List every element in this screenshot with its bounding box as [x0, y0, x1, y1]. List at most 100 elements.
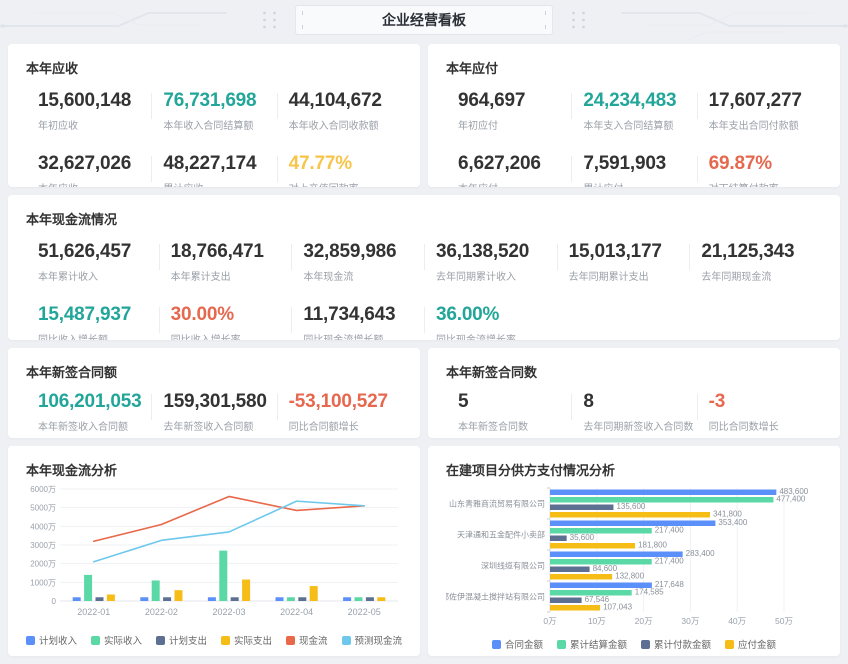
legend-item[interactable]: 计划收入: [26, 633, 77, 647]
svg-text:217,400: 217,400: [655, 557, 684, 566]
stat-value: 48,227,174: [163, 153, 257, 174]
stat-value: 159,301,580: [163, 391, 267, 412]
circuit-decoration-left: [0, 11, 276, 29]
legend-item[interactable]: 累计结算金额: [556, 637, 627, 651]
chart-title: 在建项目分供方支付情况分析: [446, 463, 616, 478]
stat-label: 本年新签收入合同额: [38, 422, 128, 433]
stat-value: 36,138,520: [436, 241, 530, 262]
svg-text:2022-04: 2022-04: [280, 607, 313, 617]
stat-value: 32,859,986: [303, 241, 397, 262]
svg-text:0: 0: [52, 597, 57, 606]
legend-swatch: [156, 635, 165, 645]
stat-value: 36.00%: [436, 304, 500, 325]
stat: 106,201,053 本年新签收入合同额: [26, 391, 151, 433]
svg-text:0万: 0万: [543, 616, 556, 626]
stat-label: 年初应付: [458, 121, 498, 132]
stat: 44,104,672 本年收入合同收款额: [276, 90, 402, 132]
legend-label: 应付金额: [738, 640, 777, 651]
stat: 964,697 年初应付: [446, 90, 571, 132]
dashboard-title-box: 企业经营看板: [295, 5, 553, 35]
stat-label: 本年支入合同结算额: [583, 121, 674, 132]
svg-text:40万: 40万: [728, 616, 746, 626]
legend-swatch: [491, 639, 501, 649]
svg-text:2022-03: 2022-03: [212, 607, 245, 617]
stat: 15,013,177 去年同期累计支出: [556, 241, 690, 283]
stat: 76,731,698 本年收入合同结算额: [151, 90, 276, 132]
legend-swatch: [725, 639, 735, 649]
stat-value: 5: [458, 391, 469, 412]
title-box-tick-right: [545, 11, 546, 29]
stat-label: 本年收入合同收款额: [288, 121, 379, 132]
stat: 36.00% 同比现金流增长率: [424, 304, 557, 340]
legend-item[interactable]: 计划支出: [156, 633, 207, 647]
svg-text:2022-01: 2022-01: [77, 607, 110, 617]
stat-value: 32,627,026: [38, 153, 132, 174]
svg-text:84,600: 84,600: [593, 564, 618, 573]
stat: 5 本年新签合同数: [446, 391, 571, 433]
card-payable: 本年应付 964,697 年初应付 24,234,483 本年支入合同结算额 17,60…: [428, 44, 840, 187]
svg-text:山东青雅商流贸易有限公司: 山东青雅商流贸易有限公司: [449, 499, 545, 509]
card-title: 本年新签合同额: [26, 365, 118, 380]
contract-count-stats: 5 本年新签合同数 8 去年同期新签收入合同数 -3 同比合同数增长: [446, 391, 822, 433]
stat: 30.00% 同比收入增长率: [158, 304, 292, 340]
stat-label: 去年同期新签收入合同数: [583, 422, 694, 433]
legend-swatch: [91, 635, 100, 645]
stat: 32,859,986 本年现金流: [291, 241, 424, 283]
stat-label: 对下结算付款率: [709, 180, 822, 187]
stat-label: 同比合同额增长: [288, 422, 359, 433]
svg-text:深圳线缆有限公司: 深圳线缆有限公司: [481, 561, 545, 571]
stat-label: 本年应收: [38, 180, 151, 187]
svg-text:217,400: 217,400: [655, 526, 684, 535]
stat-label: 同比收入增长额: [38, 331, 159, 340]
svg-text:5000万: 5000万: [30, 504, 56, 513]
svg-text:20万: 20万: [635, 616, 653, 626]
card-cashflow-analysis: 本年现金流分析 0 1000万 2000万 3000万 4000万 5000万 6000万 2…: [8, 446, 420, 656]
svg-text:10万: 10万: [588, 616, 606, 626]
legend-item[interactable]: 累计付款金额: [641, 637, 711, 651]
svg-text:477,400: 477,400: [776, 495, 805, 504]
stat: 69.87% 对下结算付款率: [696, 153, 822, 187]
card-contract-count: 本年新签合同数 5 本年新签合同数 8 去年同期新签收入合同数 -3 同比合同数增长: [428, 348, 840, 438]
legend-swatch: [221, 635, 230, 645]
stat: 15,600,148 年初应收: [26, 90, 151, 132]
stat: -53,100,527 同比合同额增长: [276, 391, 402, 433]
legend-item[interactable]: 实际支出: [221, 633, 272, 647]
chart-title: 本年现金流分析: [26, 463, 118, 478]
svg-text:353,400: 353,400: [718, 518, 747, 527]
payable-stats: 964,697 年初应付 24,234,483 本年支入合同结算额 17,607,277…: [446, 90, 822, 187]
svg-text:67,546: 67,546: [585, 595, 610, 604]
stat-value: 15,600,148: [38, 90, 132, 111]
svg-text:天津通和五金配件小卖部: 天津通和五金配件小卖部: [457, 530, 545, 540]
cashflow-analysis-chart: 0 1000万 2000万 3000万 4000万 5000万 6000万 2022-01 20…: [30, 485, 398, 617]
card-cashflow: 本年现金流情况 51,626,457 本年累计收入 18,766,471 本年累计支出…: [8, 195, 840, 340]
legend-item[interactable]: 现金流: [286, 633, 328, 647]
stat: 36,138,520 去年同期累计收入: [424, 241, 557, 283]
legend-item[interactable]: 实际收入: [91, 633, 142, 647]
card-title: 本年应收: [26, 61, 79, 76]
stat-label: 去年新签收入合同额: [163, 422, 254, 433]
stat-value: 51,626,457: [38, 241, 132, 262]
svg-text:217,648: 217,648: [655, 580, 684, 589]
legend-item[interactable]: 合同金额: [491, 637, 543, 651]
legend-item[interactable]: 预测现金流: [341, 633, 403, 647]
svg-text:50万: 50万: [775, 616, 793, 626]
stat-value: 69.87%: [708, 153, 772, 174]
stat-label: 去年同期现金流: [701, 272, 772, 283]
svg-text:4000万: 4000万: [30, 522, 56, 531]
legend-label: 预测现金流: [354, 636, 403, 647]
legend-swatch: [286, 635, 295, 645]
stat-label: 本年累计收入: [38, 272, 98, 283]
stat-value: 76,731,698: [163, 90, 257, 111]
legend-item[interactable]: 应付金额: [725, 637, 776, 651]
stat-value: -53,100,527: [288, 391, 388, 412]
stat-value: 964,697: [458, 90, 526, 111]
stat-label: 同比现金流增长率: [436, 331, 557, 340]
stat-value: 6,627,206: [458, 153, 541, 174]
stat: 159,301,580 去年新签收入合同额: [151, 391, 276, 433]
stat: 17,607,277 本年支出合同付款额: [696, 90, 822, 132]
svg-text:2022-05: 2022-05: [348, 607, 381, 617]
stat-value: 11,734,643: [303, 304, 396, 325]
stat-label: 去年同期累计收入: [436, 272, 516, 283]
page-header: 企业经营看板: [0, 0, 848, 40]
cashflow-stats: 51,626,457 本年累计收入 18,766,471 本年累计支出 32,859,9…: [26, 241, 822, 340]
